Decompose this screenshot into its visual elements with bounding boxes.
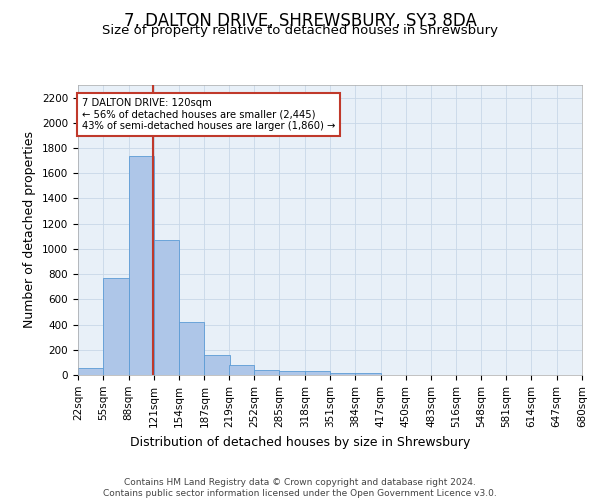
Bar [179,322,205,375]
Bar [355,372,380,375]
Text: 7, DALTON DRIVE, SHREWSBURY, SY3 8DA: 7, DALTON DRIVE, SHREWSBURY, SY3 8DA [124,12,476,30]
Bar [78,368,103,375]
Bar [154,240,179,375]
Y-axis label: Number of detached properties: Number of detached properties [23,132,37,328]
Text: 7 DALTON DRIVE: 120sqm
← 56% of detached houses are smaller (2,445)
43% of semi-: 7 DALTON DRIVE: 120sqm ← 56% of detached… [82,98,335,132]
Bar [103,278,128,375]
Bar [205,356,230,375]
Text: Distribution of detached houses by size in Shrewsbury: Distribution of detached houses by size … [130,436,470,449]
Bar [254,370,280,375]
Bar [305,372,330,375]
Bar [330,373,355,375]
Bar [229,364,254,375]
Text: Size of property relative to detached houses in Shrewsbury: Size of property relative to detached ho… [102,24,498,37]
Bar [128,156,154,375]
Text: Contains HM Land Registry data © Crown copyright and database right 2024.
Contai: Contains HM Land Registry data © Crown c… [103,478,497,498]
Bar [280,370,305,375]
